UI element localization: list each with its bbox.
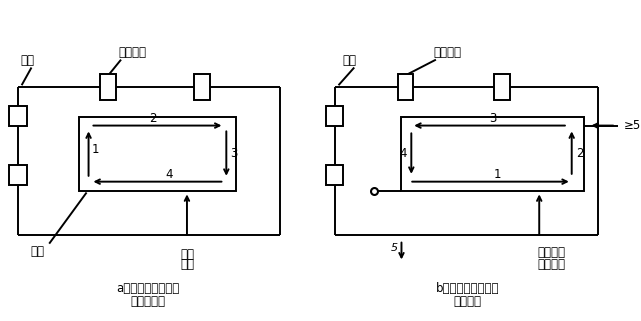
Text: 5: 5 [390,243,397,253]
Text: ≥5: ≥5 [624,119,641,132]
Bar [326,165,344,185]
Text: 4: 4 [400,147,407,160]
Text: 离开工件: 离开工件 [537,246,565,259]
Text: 变形: 变形 [30,245,44,258]
Bar [494,74,510,100]
Text: 工件: 工件 [21,54,35,67]
Text: 3: 3 [231,147,238,160]
Bar [9,165,26,185]
Text: 不够: 不够 [180,258,194,271]
Text: 4: 4 [165,168,173,181]
Text: 3: 3 [489,112,496,125]
Text: 1: 1 [92,143,99,156]
Text: 1: 1 [494,168,501,181]
Text: 工件夹具: 工件夹具 [434,46,462,59]
Bar [326,106,344,126]
Text: 厚度: 厚度 [180,248,194,261]
Text: 2: 2 [576,147,583,160]
Bar [9,106,26,126]
Bar [194,74,210,100]
Text: 工件: 工件 [342,54,356,67]
Bar [401,117,583,190]
Text: 工件夹具: 工件夹具 [119,46,147,59]
Bar [101,74,116,100]
Text: （不正确）: （不正确） [130,295,165,308]
Bar [397,74,413,100]
Text: （正确）: （正确） [453,295,481,308]
Text: b）从预孔开始加工: b）从预孔开始加工 [436,282,499,295]
Text: 夹具方向: 夹具方向 [537,258,565,271]
Text: a）从端面开始加工: a）从端面开始加工 [116,282,179,295]
Text: 2: 2 [149,112,156,125]
Bar [79,117,236,190]
